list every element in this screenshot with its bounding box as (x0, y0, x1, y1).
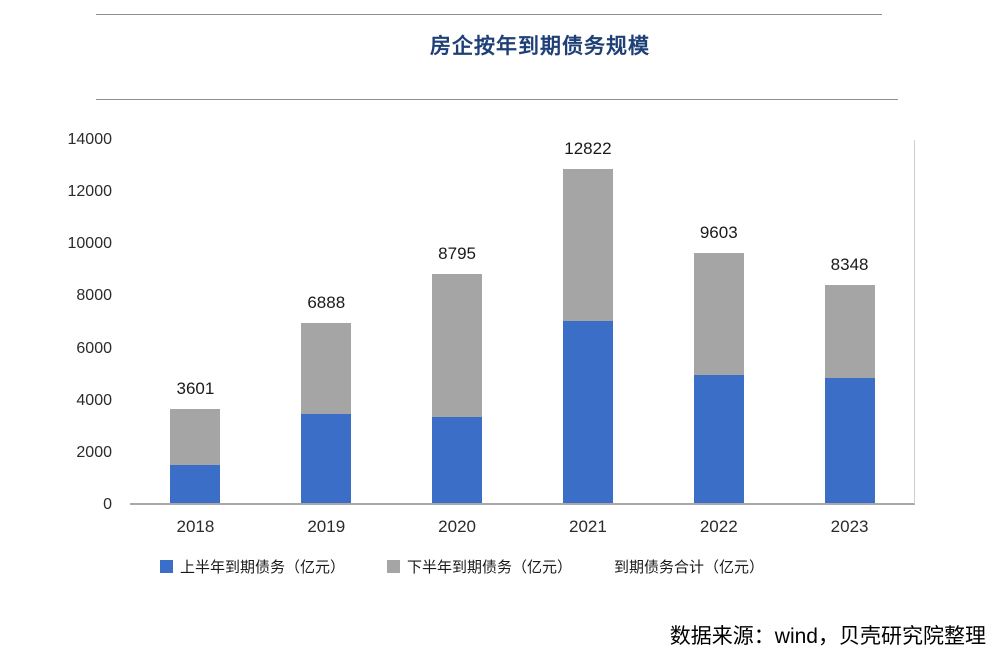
legend-item-second-half: 下半年到期债务（亿元） (387, 556, 572, 577)
source-note: 数据来源：wind，贝壳研究院整理 (669, 625, 986, 648)
total-label-2023: 8348 (830, 255, 869, 275)
bar-first-half-2018 (170, 465, 221, 503)
bar-second-half-2021 (562, 168, 613, 321)
legend-label-second-half: 下半年到期债务（亿元） (407, 559, 573, 576)
x-axis-tick-label-2022: 2022 (699, 517, 738, 536)
bar-second-half-2022 (693, 252, 744, 376)
total-label-2019: 6888 (307, 293, 346, 313)
y-axis-tick-label: 12000 (67, 183, 113, 201)
total-label-2020: 8795 (438, 243, 476, 263)
bar-first-half-2019 (301, 414, 352, 503)
x-axis-tick-label-2020: 2020 (438, 517, 476, 536)
bar-first-half-2023 (824, 377, 875, 503)
bar-second-half-2023 (824, 285, 875, 378)
title-divider-line (96, 99, 898, 100)
legend: 上半年到期债务（亿元） 下半年到期债务（亿元） 到期债务合计（亿元） (160, 556, 764, 577)
bar-second-half-2019 (301, 323, 352, 415)
bar-second-half-2018 (170, 409, 221, 466)
y-axis-tick-label: 14000 (67, 131, 113, 148)
y-axis-tick-label: 0 (103, 496, 112, 513)
bar-first-half-2021 (562, 320, 613, 503)
y-axis-tick-label: 2000 (76, 443, 112, 461)
x-axis-tick-label-2018: 2018 (176, 517, 215, 536)
bar-second-half-2020 (432, 273, 483, 417)
total-label-2018: 3601 (176, 379, 215, 399)
legend-label-first-half: 上半年到期债务（亿元） (180, 559, 346, 576)
first-half-swatch-icon (160, 560, 173, 573)
y-axis-tick-label: 6000 (76, 339, 112, 357)
y-axis-tick-label: 8000 (76, 287, 112, 305)
legend-label-total: 到期债务合计（亿元） (614, 559, 765, 576)
bar-first-half-2022 (693, 375, 744, 503)
chart-title: 房企按年到期债务规模 (430, 35, 650, 58)
x-axis-tick-label-2019: 2019 (307, 517, 346, 536)
top-divider-line (96, 14, 882, 15)
legend-item-total: 到期债务合计（亿元） (614, 556, 764, 577)
total-label-2022: 9603 (699, 222, 738, 242)
legend-item-first-half: 上半年到期债务（亿元） (160, 556, 345, 577)
bar-first-half-2020 (432, 416, 483, 503)
plot-area: 3601 2018 6888 2019 8795 2020 12822 2021 9603 202… (130, 138, 915, 536)
x-axis-tick-label-2021: 2021 (568, 517, 607, 536)
y-axis-tick-label: 10000 (67, 235, 113, 253)
x-axis-tick-label-2023: 2023 (830, 517, 869, 536)
second-half-swatch-icon (387, 560, 401, 573)
y-axis-tick-label: 4000 (76, 391, 112, 409)
total-label-2021: 12822 (564, 138, 612, 158)
